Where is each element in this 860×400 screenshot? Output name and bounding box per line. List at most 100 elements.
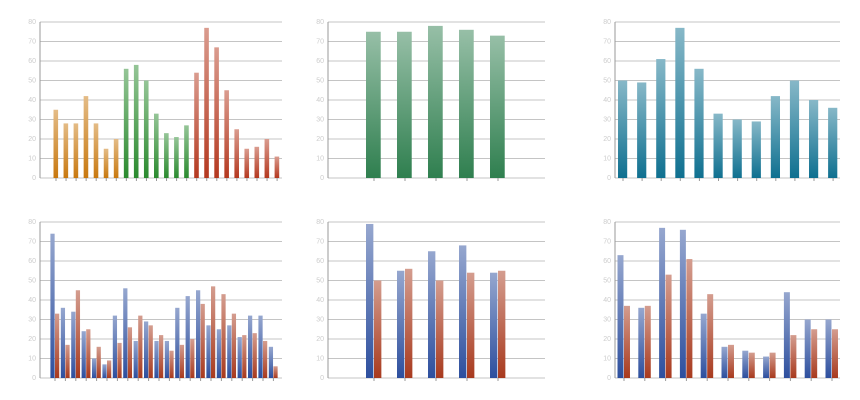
bar xyxy=(428,25,443,179)
y-tick-label: 10 xyxy=(603,155,611,162)
bar xyxy=(763,356,770,378)
y-tick-label: 50 xyxy=(28,77,36,84)
bar xyxy=(832,329,838,378)
bar xyxy=(459,29,474,178)
y-tick-label: 50 xyxy=(603,277,611,284)
bar xyxy=(75,290,81,378)
bar xyxy=(694,68,704,178)
y-tick-label: 10 xyxy=(316,155,324,162)
bar xyxy=(86,329,91,378)
y-tick-label: 10 xyxy=(28,355,36,362)
bar xyxy=(675,27,685,178)
bar xyxy=(397,270,405,378)
bar xyxy=(825,319,832,378)
bar xyxy=(196,290,201,378)
bar xyxy=(721,346,728,378)
bar xyxy=(428,251,436,378)
y-tick-label: 80 xyxy=(603,19,611,26)
bar xyxy=(273,366,278,378)
bar xyxy=(71,311,76,378)
y-tick-label: 40 xyxy=(603,297,611,304)
bar xyxy=(127,327,133,378)
bar xyxy=(790,335,797,378)
y-tick-label: 0 xyxy=(607,375,611,382)
y-tick-label: 20 xyxy=(316,136,324,143)
bar xyxy=(231,313,237,378)
bar xyxy=(112,315,118,378)
bar xyxy=(216,329,222,378)
bar xyxy=(707,294,714,378)
bar xyxy=(374,280,382,378)
bar xyxy=(728,344,734,378)
bar xyxy=(467,272,475,378)
bar xyxy=(769,352,776,378)
bar xyxy=(638,307,645,378)
y-tick-label: 60 xyxy=(316,58,324,65)
bar xyxy=(751,121,761,178)
y-tick-label: 10 xyxy=(316,355,324,362)
bar xyxy=(204,27,209,178)
bar xyxy=(169,350,174,378)
bar xyxy=(211,286,216,378)
y-tick-label: 70 xyxy=(603,238,611,245)
bar xyxy=(498,270,506,378)
bar xyxy=(93,123,99,178)
bar xyxy=(123,68,129,178)
y-tick-label: 60 xyxy=(28,58,36,65)
y-tick-label: 20 xyxy=(28,336,36,343)
bar xyxy=(811,329,818,378)
bar xyxy=(686,259,693,378)
y-tick-label: 60 xyxy=(603,58,611,65)
y-tick-label: 30 xyxy=(28,116,36,123)
bar xyxy=(117,342,122,378)
bar xyxy=(804,319,811,378)
bar xyxy=(190,339,195,378)
bar xyxy=(206,325,211,378)
y-tick-label: 40 xyxy=(28,297,36,304)
bar xyxy=(258,315,263,378)
y-tick-label: 30 xyxy=(603,316,611,323)
bar xyxy=(242,335,247,378)
y-tick-label: 40 xyxy=(28,97,36,104)
bar xyxy=(244,148,250,178)
bar xyxy=(144,321,149,378)
bar xyxy=(73,123,79,178)
bar xyxy=(50,233,55,378)
y-tick-label: 20 xyxy=(316,336,324,343)
bar xyxy=(83,96,89,178)
bar xyxy=(227,325,232,378)
bar xyxy=(436,280,444,378)
y-tick-label: 70 xyxy=(603,38,611,45)
y-tick-label: 80 xyxy=(28,219,36,226)
bar xyxy=(366,223,374,378)
y-tick-label: 50 xyxy=(603,77,611,84)
bar xyxy=(200,303,205,378)
bar xyxy=(179,344,185,378)
bar xyxy=(123,288,128,378)
y-tick-label: 0 xyxy=(320,175,324,182)
y-tick-label: 0 xyxy=(32,375,36,382)
bar xyxy=(164,340,170,378)
bar xyxy=(174,137,179,178)
y-tick-label: 80 xyxy=(316,219,324,226)
y-tick-label: 60 xyxy=(28,258,36,265)
bar xyxy=(194,72,199,178)
bar xyxy=(809,100,819,178)
y-tick-label: 40 xyxy=(603,97,611,104)
bar xyxy=(143,80,149,178)
bar xyxy=(644,305,651,378)
y-tick-label: 60 xyxy=(316,258,324,265)
bar xyxy=(103,148,109,178)
y-tick-label: 70 xyxy=(28,38,36,45)
bar xyxy=(148,325,153,378)
bar xyxy=(237,337,242,378)
bar xyxy=(60,307,66,378)
y-tick-label: 30 xyxy=(316,116,324,123)
bar xyxy=(742,350,749,378)
y-tick-label: 30 xyxy=(28,316,36,323)
bar xyxy=(405,268,413,378)
bar xyxy=(113,139,119,178)
bar xyxy=(700,313,707,378)
y-tick-label: 80 xyxy=(316,19,324,26)
bar xyxy=(637,82,647,178)
